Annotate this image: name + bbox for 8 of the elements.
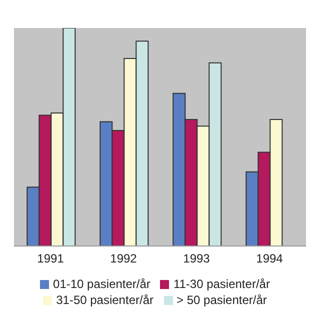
legend-label: 11-30 pasienter/år — [173, 277, 270, 291]
x-tick-label: 1991 — [37, 252, 64, 266]
legend-label: > 50 pasienter/år — [176, 293, 267, 307]
x-tick-label: 1992 — [110, 252, 138, 266]
legend-label: 01-10 pasienter/år — [53, 277, 150, 291]
legend-label: 31-50 pasienter/år — [56, 293, 154, 307]
x-tick-label: 1993 — [183, 252, 210, 266]
x-tick-label: 1994 — [256, 252, 284, 266]
